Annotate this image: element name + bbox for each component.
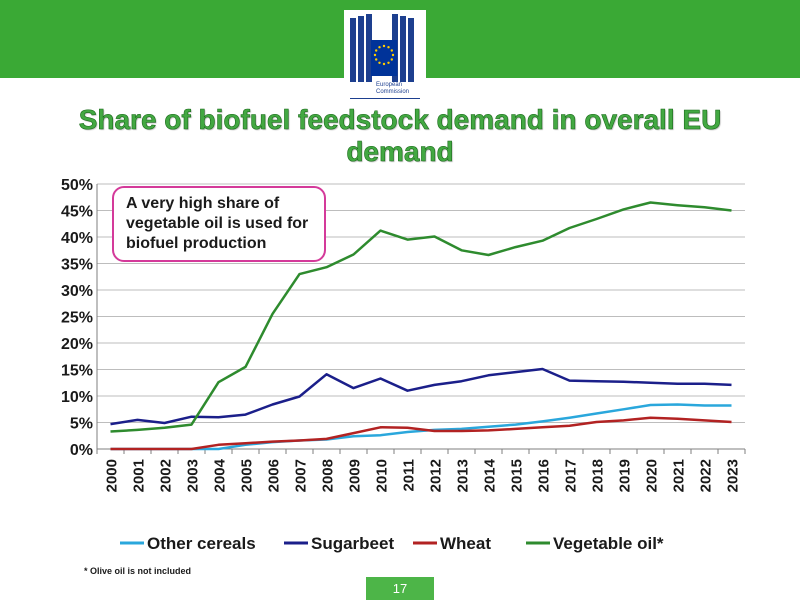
x-tick-label: 2002 [158, 459, 175, 492]
x-tick-label: 2008 [320, 459, 337, 492]
european-commission-logo [344, 10, 426, 102]
legend-label: Sugarbeet [311, 534, 394, 553]
x-tick-label: 2010 [374, 459, 391, 492]
y-tick-label: 35% [61, 257, 93, 274]
logo-emblem-icon [350, 14, 420, 99]
logo-line-2: Commission [376, 89, 410, 95]
logo-text: European Commission [376, 82, 436, 96]
series-line-sugarbeet [110, 367, 732, 426]
x-tick-label: 2013 [455, 459, 472, 492]
x-tick-label: 2016 [536, 459, 553, 492]
y-tick-label: 15% [61, 363, 93, 380]
x-tick-label: 2022 [698, 459, 715, 492]
x-tick-label: 2015 [509, 459, 526, 492]
y-tick-label: 10% [61, 389, 93, 406]
x-tick-label: 2019 [617, 459, 634, 492]
y-tick-label: 25% [61, 310, 93, 327]
x-tick-label: 2009 [347, 459, 364, 492]
x-tick-label: 2018 [590, 459, 607, 492]
x-tick-label: 2021 [671, 459, 688, 492]
legend-label: Other cereals [147, 534, 256, 553]
y-tick-label: 50% [61, 177, 93, 194]
series-line-wheat [110, 416, 732, 451]
y-tick-label: 0% [70, 442, 93, 459]
x-tick-label: 2011 [401, 459, 418, 492]
x-tick-label: 2014 [482, 458, 499, 492]
x-tick-label: 2007 [293, 459, 310, 492]
x-tick-label: 2017 [563, 459, 580, 492]
y-tick-label: 5% [70, 416, 93, 433]
legend-label: Vegetable oil* [553, 534, 664, 553]
series-line-vegetable-oil [110, 201, 732, 433]
legend-label: Wheat [440, 534, 491, 553]
y-tick-label: 40% [61, 230, 93, 247]
x-tick-label: 2023 [725, 459, 742, 492]
callout-annotation: A very high share of vegetable oil is us… [112, 186, 326, 262]
x-tick-label: 2020 [644, 459, 661, 492]
x-tick-label: 2004 [212, 458, 229, 492]
x-tick-label: 2006 [266, 459, 283, 492]
x-tick-label: 2000 [104, 459, 121, 492]
logo-line-1: European [376, 82, 403, 88]
y-tick-label: 45% [61, 204, 93, 221]
y-tick-label: 20% [61, 336, 93, 353]
x-tick-label: 2012 [428, 459, 445, 492]
x-tick-label: 2005 [239, 459, 256, 492]
page-title: Share of biofuel feedstock demand in ove… [78, 104, 722, 168]
y-tick-label: 30% [61, 283, 93, 300]
footnote: * Olive oil is not included [84, 566, 192, 576]
x-tick-label: 2001 [131, 459, 148, 492]
page-number: 17 [366, 577, 434, 600]
x-tick-label: 2003 [185, 459, 202, 492]
series-line-other-cereals [110, 403, 732, 451]
